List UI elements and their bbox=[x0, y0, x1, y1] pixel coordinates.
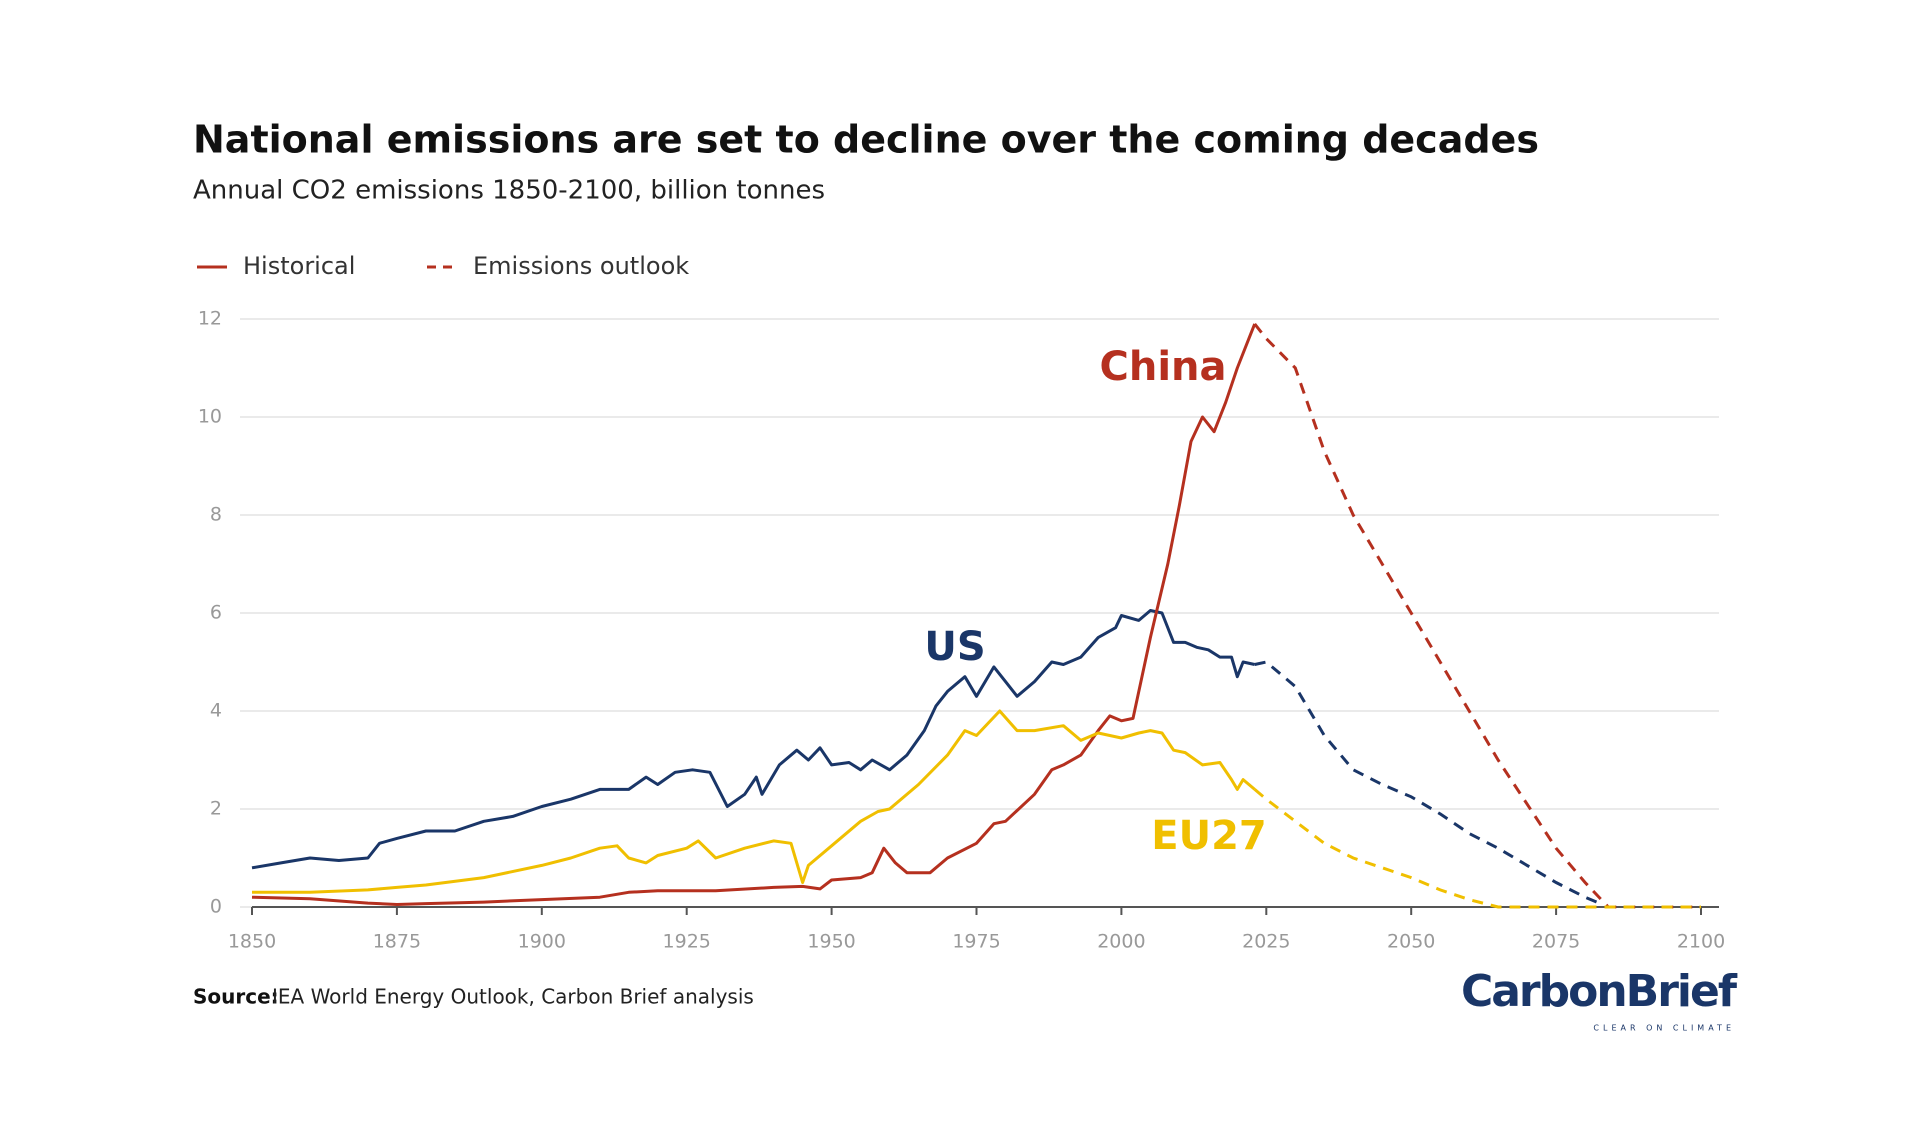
historical-line bbox=[251, 609, 1256, 870]
x-tick-label: 1950 bbox=[807, 931, 855, 953]
series-label: China bbox=[1099, 344, 1226, 390]
x-tick-label: 2000 bbox=[1097, 931, 1145, 953]
legend-label: Historical bbox=[243, 252, 355, 280]
y-tick-label: 0 bbox=[210, 896, 222, 918]
x-tick-label: 1850 bbox=[228, 931, 276, 953]
source: IEA World Energy Outlook, Carbon Brief a… bbox=[272, 985, 754, 1009]
y-tick-label: 8 bbox=[210, 504, 222, 526]
chart-subtitle: Annual CO2 emissions 1850-2100, billion … bbox=[193, 176, 825, 206]
historical-line bbox=[252, 709, 1256, 894]
x-tick-label: 2100 bbox=[1677, 931, 1725, 953]
y-tick-label: 6 bbox=[210, 602, 222, 624]
x-tick-label: 1925 bbox=[663, 931, 711, 953]
y-tick-label: 2 bbox=[210, 798, 222, 820]
y-tick-label: 12 bbox=[198, 308, 222, 330]
source-label: Source: bbox=[193, 985, 279, 1009]
y-tick-label: 4 bbox=[210, 700, 222, 722]
x-tick-label: 1975 bbox=[952, 931, 1000, 953]
legend-label: Emissions outlook bbox=[473, 252, 689, 280]
x-tick-label: 2075 bbox=[1532, 931, 1580, 953]
series-label: US bbox=[924, 624, 985, 670]
y-tick-label: 10 bbox=[198, 406, 222, 428]
series-label: EU27 bbox=[1151, 813, 1266, 859]
x-tick-label: 1900 bbox=[518, 931, 566, 953]
historical-line bbox=[251, 323, 1257, 906]
x-tick-label: 2050 bbox=[1387, 931, 1435, 953]
x-tick-label: 2025 bbox=[1242, 931, 1290, 953]
logo: CarbonBrief bbox=[1461, 966, 1738, 1017]
chart-title: National emissions are set to decline ov… bbox=[193, 118, 1539, 162]
outlook-line bbox=[1254, 660, 1604, 906]
x-tick-label: 1875 bbox=[373, 931, 421, 953]
outlook-line bbox=[1253, 322, 1701, 909]
outlook-line bbox=[1253, 788, 1701, 909]
logo-tagline: CLEAR ON CLIMATE bbox=[1593, 1024, 1735, 1033]
